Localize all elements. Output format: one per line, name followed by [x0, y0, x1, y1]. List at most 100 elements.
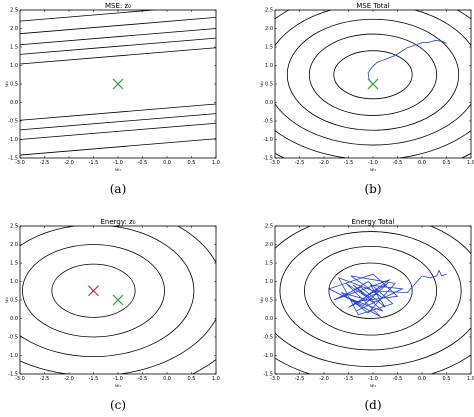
contour-line-b-5	[275, 152, 471, 158]
y-axis-label-d: w₂	[259, 297, 265, 303]
y-tick-c-6: 1.5	[10, 261, 18, 267]
x-axis-label-c: w₁	[115, 383, 121, 389]
y-tick-d-2: -0.5	[263, 335, 273, 341]
y-tick-a-8: 2.5	[10, 8, 18, 14]
y-tick-a-3: 0.0	[10, 100, 18, 106]
x-axis-label-d: w₁	[370, 383, 376, 389]
y-tick-c-4: 0.5	[10, 298, 18, 304]
y-tick-a-5: 1.0	[10, 63, 18, 69]
y-tick-b-2: -0.5	[263, 119, 273, 125]
contour-line-c-3	[20, 226, 216, 374]
y-tick-d-1: -1.0	[263, 353, 273, 359]
contour-line-b-0	[333, 50, 413, 100]
y-axis-label-a: w₂	[4, 81, 10, 87]
marker-b-0	[367, 78, 379, 90]
x-tick-d-4: -1.0	[368, 376, 378, 382]
x-tick-b-0: -3.0	[270, 160, 280, 166]
x-tick-a-1: -2.5	[40, 160, 50, 166]
contour-line-c-4	[191, 359, 216, 374]
y-tick-d-7: 2.0	[265, 242, 273, 248]
y-tick-b-5: 1.0	[265, 63, 273, 69]
x-tick-c-2: -2.0	[64, 376, 74, 382]
contour-line-a-7	[20, 17, 216, 35]
contour-line-a-6	[20, 28, 216, 46]
contour-line-a-4	[20, 47, 216, 65]
panel-caption-c: (c)	[110, 398, 126, 412]
x-tick-c-0: -3.0	[15, 376, 25, 382]
panel-title-a: MSE: z₀	[105, 2, 131, 10]
y-tick-c-2: -0.5	[8, 335, 18, 341]
contour-line-a-0	[20, 138, 216, 156]
plot-area-a	[20, 10, 216, 156]
contour-line-d-3	[275, 226, 471, 367]
x-tick-b-8: 1.0	[467, 160, 474, 166]
y-tick-a-7: 2.0	[10, 26, 18, 32]
contour-line-d-0	[328, 262, 413, 319]
x-tick-c-1: -2.5	[40, 376, 50, 382]
x-tick-c-4: -1.0	[113, 376, 123, 382]
marker-c-1	[112, 294, 124, 306]
x-axis-label-b: w₁	[370, 167, 376, 173]
x-tick-b-1: -2.5	[295, 160, 305, 166]
y-tick-c-8: 2.5	[10, 224, 18, 230]
contour-line-a-3	[20, 103, 216, 121]
contour-line-b-3	[275, 10, 471, 146]
x-tick-d-3: -1.5	[344, 376, 354, 382]
y-tick-b-7: 2.0	[265, 26, 273, 32]
panel-a: -3.0 -2.5 -2.0 -1.5 -1.0 -0.5 0.0 0.5 1.0 -1.5 -1.…	[4, 2, 220, 196]
x-tick-d-5: -0.5	[393, 376, 403, 382]
marker-c-0	[88, 285, 99, 297]
y-tick-a-2: -0.5	[8, 119, 18, 125]
x-tick-a-7: 0.5	[188, 160, 196, 166]
contour-line-d-5	[204, 182, 474, 400]
panel-title-c: Energy: z₀	[100, 218, 135, 226]
x-tick-c-6: 0.0	[163, 376, 171, 382]
y-tick-d-0: -1.5	[263, 372, 273, 378]
y-axis-label-b: w₂	[259, 81, 265, 87]
marker-a-0	[112, 78, 124, 90]
panel-caption-b: (b)	[364, 182, 381, 196]
contour-line-b-1	[308, 33, 438, 116]
y-tick-a-0: -1.5	[8, 156, 18, 162]
contour-line-b-2	[286, 18, 460, 131]
contour-line-d-2	[279, 231, 462, 351]
plot-area-c	[20, 226, 216, 374]
y-tick-a-4: 0.5	[10, 82, 18, 88]
y-tick-a-1: -1.0	[8, 137, 18, 143]
y-tick-b-6: 1.5	[265, 45, 273, 51]
plot-area-d	[204, 182, 474, 400]
contour-line-a-5	[20, 37, 216, 55]
x-tick-a-4: -1.0	[113, 160, 123, 166]
x-tick-c-5: -0.5	[138, 376, 148, 382]
x-tick-c-7: 0.5	[188, 376, 196, 382]
x-tick-c-3: -1.5	[89, 376, 99, 382]
y-tick-d-6: 1.5	[265, 261, 273, 267]
y-tick-b-0: -1.5	[263, 156, 273, 162]
y-tick-d-3: 0.0	[265, 316, 273, 322]
y-tick-b-4: 0.5	[265, 82, 273, 88]
contour-line-c-2	[20, 226, 195, 357]
contour-line-a-8	[20, 10, 159, 22]
x-tick-b-6: 0.0	[418, 160, 426, 166]
y-tick-c-3: 0.0	[10, 316, 18, 322]
trajectory-b	[367, 39, 447, 85]
contour-line-a-2	[20, 113, 216, 131]
trajectory-d	[327, 269, 447, 317]
x-tick-b-3: -1.5	[344, 160, 354, 166]
x-tick-a-8: 1.0	[212, 160, 220, 166]
x-tick-b-7: 0.5	[443, 160, 451, 166]
y-tick-a-6: 1.5	[10, 45, 18, 51]
panel-caption-d: (d)	[364, 398, 381, 412]
y-axis-label-c: w₂	[4, 297, 10, 303]
plot-area-b	[275, 10, 471, 158]
panel-b: -3.0 -2.5 -2.0 -1.5 -1.0 -0.5 0.0 0.5 1.0 -1.5 -1.…	[259, 2, 474, 196]
x-tick-d-8: 1.0	[467, 376, 474, 382]
x-tick-b-2: -2.0	[319, 160, 329, 166]
contour-line-c-0	[51, 263, 136, 318]
y-tick-d-4: 0.5	[265, 298, 273, 304]
x-tick-a-5: -0.5	[138, 160, 148, 166]
x-tick-d-7: 0.5	[443, 376, 451, 382]
x-tick-b-5: -0.5	[393, 160, 403, 166]
y-tick-b-3: 0.0	[265, 100, 273, 106]
